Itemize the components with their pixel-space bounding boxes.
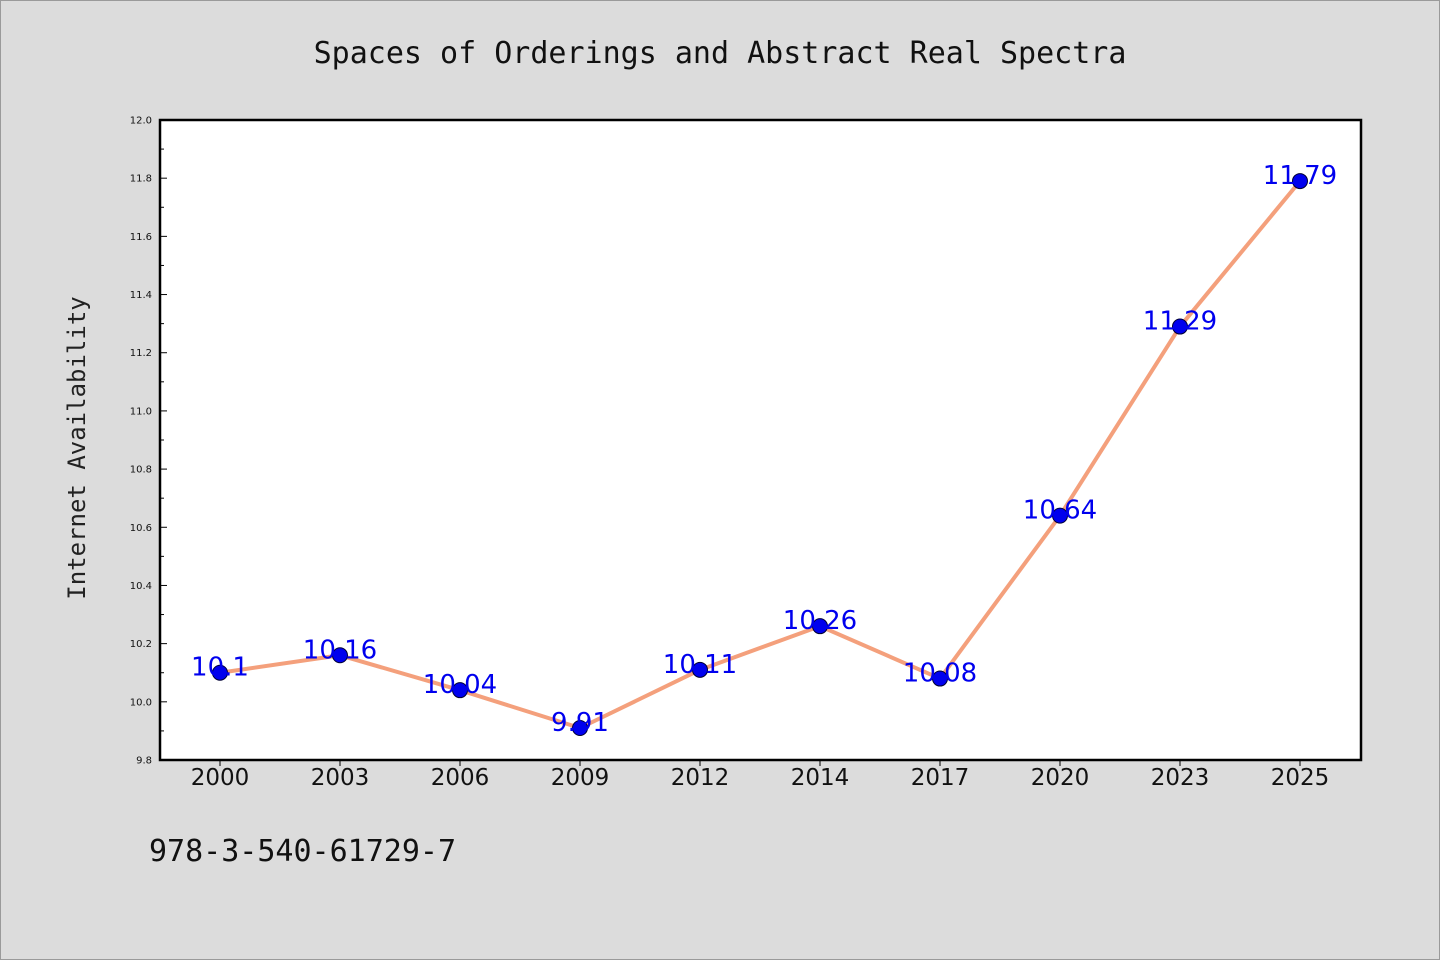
plot-area xyxy=(158,118,1363,762)
y-tick-label: 10.0 xyxy=(130,697,152,708)
data-point xyxy=(212,664,228,681)
y-tick-label: 10.4 xyxy=(130,581,152,592)
data-labels: 10.1 10.16 10.04 9.91 10.11 10.26 10.08 10.64 11… xyxy=(191,161,1337,738)
data-point xyxy=(332,647,348,664)
x-tick-label: 2025 xyxy=(1271,765,1330,791)
data-label: 10.16 xyxy=(303,635,377,665)
data-label: 10.08 xyxy=(903,659,977,689)
x-tick-label: 2020 xyxy=(1031,765,1090,791)
data-label: 10.04 xyxy=(423,670,497,700)
y-tick-label: 11.0 xyxy=(130,406,152,417)
data-point xyxy=(1172,318,1188,335)
x-tick-label: 2000 xyxy=(191,765,250,791)
x-tick-label: 2009 xyxy=(551,765,610,791)
y-tick-label: 11.8 xyxy=(130,174,152,185)
data-point xyxy=(692,661,708,678)
data-label: 11.79 xyxy=(1263,161,1337,191)
y-tick-label: 10.6 xyxy=(130,523,152,534)
data-markers xyxy=(212,173,1308,736)
data-label: 11.29 xyxy=(1143,307,1217,337)
y-tick-label: 9.8 xyxy=(136,756,152,767)
y-axis: 9.8 10.0 10.2 10.4 10.6 10.8 11.0 11.2 11.4 11.6 1… xyxy=(130,116,167,767)
data-label: 10.64 xyxy=(1023,496,1097,526)
series-line xyxy=(219,179,1302,730)
data-point xyxy=(1292,173,1308,190)
data-point xyxy=(1052,507,1068,524)
data-point xyxy=(572,720,588,736)
x-tick-label: 2017 xyxy=(911,765,970,791)
y-tick-label: 11.6 xyxy=(130,232,152,243)
data-point xyxy=(932,670,948,687)
data-label: 10.1 xyxy=(191,653,249,683)
y-tick-label: 11.2 xyxy=(130,348,152,359)
y-tick-label: 10.2 xyxy=(130,639,152,650)
data-point xyxy=(812,618,828,635)
data-label: 10.11 xyxy=(663,650,737,680)
data-label: 10.26 xyxy=(783,606,857,636)
isbn-text: 978-3-540-61729-7 xyxy=(149,834,457,869)
x-tick-label: 2003 xyxy=(311,765,370,791)
x-axis: 2000 2003 2006 2009 2012 2014 2017 2020 2023 2025 xyxy=(191,760,1330,791)
y-tick-label: 12.0 xyxy=(130,116,152,127)
y-tick-label: 11.4 xyxy=(130,290,152,301)
x-tick-label: 2023 xyxy=(1151,765,1210,791)
x-tick-label: 2014 xyxy=(791,765,850,791)
y-axis-label: Internet Availability xyxy=(63,296,91,599)
chart-title: Spaces of Orderings and Abstract Real Sp… xyxy=(314,36,1127,71)
y-tick-label: 10.8 xyxy=(130,465,152,476)
data-label: 9.91 xyxy=(551,708,609,738)
x-tick-label: 2012 xyxy=(671,765,730,791)
x-tick-label: 2006 xyxy=(431,765,490,791)
data-point xyxy=(452,682,468,699)
